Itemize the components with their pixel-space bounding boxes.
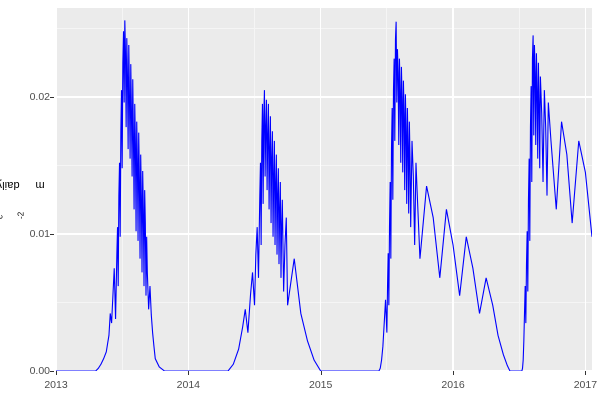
gridline-vertical-minor bbox=[254, 8, 256, 371]
gridline-vertical-major bbox=[319, 8, 322, 371]
gridline-vertical-major bbox=[187, 8, 190, 371]
x-tick-label: 2017 bbox=[573, 379, 598, 391]
gridline-vertical-major bbox=[452, 8, 454, 371]
x-tick-label: 2014 bbox=[176, 379, 201, 391]
x-tick-mark bbox=[188, 371, 190, 375]
x-tick-mark bbox=[585, 371, 587, 375]
gridline-vertical-minor bbox=[518, 8, 520, 371]
y-tick-mark bbox=[50, 97, 54, 99]
y-tick-mark bbox=[50, 371, 54, 372]
x-tick-mark bbox=[320, 371, 322, 375]
series-layer bbox=[56, 20, 592, 371]
series-line-daily-gpp bbox=[56, 20, 592, 371]
x-tick-label: 2016 bbox=[441, 379, 465, 391]
x-tick-label: 2013 bbox=[44, 379, 68, 391]
gridline-vertical-major bbox=[56, 8, 57, 371]
y-tick-label: 0.00 bbox=[29, 365, 50, 377]
y-tick-label: 0.02 bbox=[29, 91, 50, 104]
y-tick-mark bbox=[50, 234, 54, 236]
gridline-vertical-minor bbox=[121, 8, 123, 371]
gridline-horizontal-minor bbox=[56, 165, 592, 167]
gridline-horizontal-major bbox=[56, 233, 592, 235]
x-tick-label: 2015 bbox=[309, 379, 333, 391]
gridline-horizontal-minor bbox=[56, 28, 592, 30]
gridline-vertical-major bbox=[584, 8, 587, 371]
gridline-vertical-minor bbox=[386, 8, 388, 371]
gridline-horizontal-major bbox=[56, 96, 592, 98]
x-tick-mark bbox=[56, 371, 57, 375]
plot-panel bbox=[56, 8, 592, 371]
gridline-horizontal-minor bbox=[56, 302, 592, 303]
x-axis-tick-labels: 2013 2014 2015 2016 2017 bbox=[0, 371, 600, 400]
y-axis-tick-labels: 0.00 0.01 0.02 bbox=[0, 0, 54, 400]
y-tick-label: 0.01 bbox=[29, 228, 50, 241]
x-tick-mark bbox=[453, 371, 455, 375]
